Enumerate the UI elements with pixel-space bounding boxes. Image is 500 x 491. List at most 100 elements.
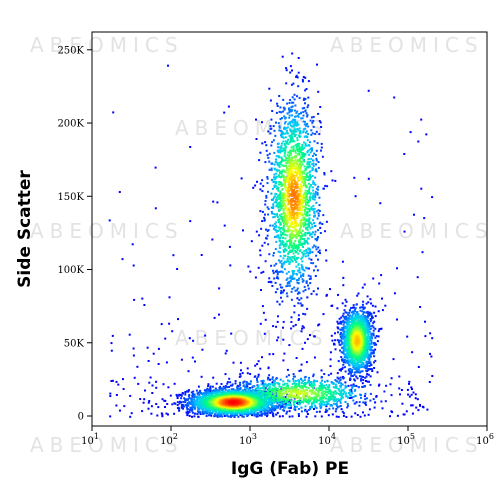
data-point [302, 246, 304, 248]
data-point [304, 210, 306, 213]
data-point [194, 406, 197, 409]
data-point [280, 291, 283, 294]
data-point [303, 213, 306, 216]
data-point [291, 132, 294, 135]
data-point [313, 408, 315, 410]
data-point [275, 175, 278, 178]
data-point [340, 394, 343, 397]
data-point [341, 314, 344, 317]
data-point [288, 262, 291, 265]
data-point [305, 241, 308, 244]
data-point [272, 379, 275, 382]
data-point [291, 105, 294, 108]
data-point [260, 271, 263, 274]
data-point [275, 225, 278, 228]
data-point [215, 406, 218, 409]
data-point [322, 187, 325, 190]
data-point [277, 187, 280, 190]
data-point [346, 402, 349, 405]
data-point [306, 228, 309, 231]
data-point [160, 412, 163, 415]
data-point [209, 390, 212, 393]
data-point [342, 312, 345, 315]
data-point [288, 402, 291, 405]
data-point [320, 149, 322, 152]
data-point [275, 392, 278, 395]
data-point [303, 160, 306, 163]
data-point [374, 305, 377, 308]
data-point [315, 149, 318, 152]
data-point [269, 125, 272, 128]
data-point [257, 401, 260, 404]
data-point [307, 96, 310, 99]
data-point [119, 409, 121, 412]
data-point [312, 125, 315, 128]
data-point [305, 144, 308, 147]
data-point [282, 218, 285, 221]
data-point [272, 205, 275, 208]
data-point [267, 156, 270, 159]
data-point [282, 147, 285, 150]
data-point [240, 393, 243, 396]
data-point [301, 304, 304, 307]
data-point [351, 356, 354, 359]
data-point [296, 110, 299, 113]
data-point [303, 165, 306, 168]
data-point [240, 177, 243, 180]
data-point [207, 385, 210, 387]
data-point [298, 146, 301, 149]
data-point [311, 226, 314, 229]
data-point [351, 354, 353, 357]
data-point [305, 282, 308, 284]
data-point [306, 106, 309, 109]
data-point [325, 384, 328, 387]
data-point [288, 101, 291, 104]
data-point [173, 382, 176, 385]
data-point [278, 174, 280, 177]
data-point [342, 389, 345, 392]
data-point [279, 286, 282, 289]
data-point [180, 401, 183, 404]
data-point [297, 413, 300, 415]
data-point [211, 394, 214, 396]
data-point [344, 311, 347, 314]
data-point [300, 242, 303, 245]
data-point [366, 310, 369, 313]
data-point [132, 347, 135, 350]
data-point [298, 113, 301, 115]
data-point [265, 194, 268, 197]
data-point [369, 349, 372, 352]
data-point [297, 256, 300, 259]
data-point [281, 133, 284, 136]
data-point [282, 176, 285, 179]
data-point [393, 292, 396, 295]
data-point [273, 388, 276, 391]
data-point [276, 300, 279, 303]
data-point [309, 141, 311, 144]
data-point [295, 76, 298, 78]
data-point [350, 384, 353, 387]
data-point [220, 410, 223, 413]
data-point [326, 185, 329, 188]
data-point [372, 349, 375, 352]
data-point [287, 143, 290, 146]
data-point [358, 320, 361, 323]
data-point [267, 376, 270, 379]
data-point [312, 402, 315, 405]
data-point [358, 401, 361, 404]
data-point [325, 397, 327, 400]
data-point [350, 396, 353, 399]
data-point [354, 310, 356, 313]
data-point [337, 360, 340, 363]
data-point [299, 238, 302, 241]
data-point [365, 397, 368, 400]
data-point [285, 292, 288, 295]
data-point [253, 413, 256, 416]
data-point [270, 169, 273, 172]
data-point [208, 394, 211, 397]
data-point [341, 383, 344, 386]
data-point [261, 305, 264, 308]
data-point [298, 148, 300, 150]
data-point [293, 127, 296, 130]
data-point [334, 383, 337, 386]
